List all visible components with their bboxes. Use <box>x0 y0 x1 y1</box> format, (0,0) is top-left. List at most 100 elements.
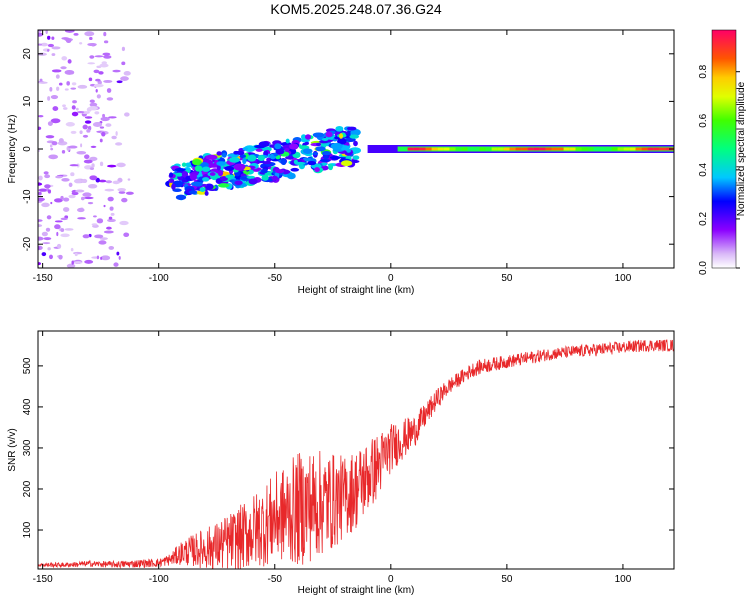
spectrogram-scatter-blob <box>216 164 221 171</box>
spectrogram-noise-blob <box>48 154 59 160</box>
carrier-line-core <box>497 147 504 151</box>
spectrogram-noise-blob <box>82 234 90 239</box>
spectrogram-noise-blob <box>52 106 59 112</box>
spectrogram-scatter-blob <box>243 145 256 153</box>
spectrogram-scatter-blob <box>248 178 258 185</box>
snr-ytick-label: 200 <box>22 480 33 497</box>
spectrogram-noise-blob <box>108 216 113 220</box>
spectrogram-noise-blob <box>121 61 126 66</box>
snr-y-label: SNR (v/v) <box>7 428 18 471</box>
spectrogram-noise-blob <box>108 116 117 119</box>
carrier-line-core <box>473 147 480 151</box>
spectrogram-scatter-blob <box>288 143 299 150</box>
spectrogram-noise-blob <box>75 107 79 111</box>
spec-ytick-label: -10 <box>22 189 33 204</box>
spectrogram-noise-blob <box>103 230 114 234</box>
spectrogram-noise-blob <box>107 164 117 168</box>
spectrogram-noise-blob <box>41 231 48 237</box>
spectrogram-x-ticks: -150 -100 -50 0 50 100 <box>33 30 632 284</box>
spectrogram-noise-blob <box>47 121 53 126</box>
spec-xtick-label: 0 <box>388 273 394 284</box>
spectrogram-scatter-blob <box>275 169 285 174</box>
spectrogram-noise-blob <box>56 231 59 237</box>
spectrogram-noise-blob <box>84 31 95 37</box>
spectrogram-noise-blob <box>72 100 77 104</box>
spectrogram-scatter-blob <box>329 156 342 160</box>
spectrogram-noise-blob <box>38 43 43 46</box>
spectrogram-scatter-blob <box>321 137 329 141</box>
spectrogram-marks <box>38 30 674 268</box>
spectrogram-noise-blob <box>38 188 48 192</box>
carrier-line-core <box>617 147 624 151</box>
spectrogram-noise-blob <box>113 262 119 267</box>
spectrogram-noise-blob <box>87 42 97 47</box>
spectrogram-noise-blob <box>73 33 79 36</box>
spectrogram-noise-blob <box>116 162 126 168</box>
snr-plot-area <box>38 331 674 569</box>
spectrogram-noise-blob <box>47 35 51 40</box>
spectrogram-scatter-blob <box>202 177 210 182</box>
spectrogram-noise-blob <box>70 130 77 134</box>
spectrogram-noise-blob <box>101 61 108 65</box>
spectrogram-noise-blob <box>115 131 118 136</box>
spectrogram-scatter-blob <box>189 173 198 181</box>
spectrogram-noise-blob <box>77 217 86 220</box>
spectrogram-noise-blob <box>105 180 113 184</box>
spectrogram-scatter-blob <box>319 140 329 144</box>
spectrogram-noise-blob <box>119 220 129 226</box>
spectrogram-noise-blob <box>96 255 100 260</box>
spectrogram-noise-blob <box>82 134 89 138</box>
spectrogram-noise-blob <box>110 212 115 216</box>
spectrogram-noise-blob <box>74 252 78 257</box>
spectrogram-scatter-blob <box>225 174 235 179</box>
spectrogram-noise-blob <box>41 202 50 208</box>
spectrogram-noise-blob <box>104 188 115 192</box>
carrier-line-core <box>563 147 570 151</box>
spectrogram-noise-blob <box>103 55 112 59</box>
spectrogram-noise-blob <box>55 74 60 79</box>
spec-ytick-label: 10 <box>22 95 33 107</box>
spectrogram-noise-blob <box>43 237 52 241</box>
spectrogram-noise-blob <box>96 94 101 99</box>
spectrogram-noise-blob <box>45 135 55 139</box>
spectrogram-noise-blob <box>77 207 85 213</box>
carrier-line-core <box>443 147 450 151</box>
spectrogram-noise-blob <box>102 52 111 56</box>
spectrogram-noise-blob <box>109 206 114 211</box>
spectrogram-scatter-blob <box>206 159 214 165</box>
spectrogram-noise-blob <box>64 69 75 75</box>
spectrogram-scatter-blob <box>209 172 216 176</box>
spectrogram-noise-blob <box>99 126 105 129</box>
spectrogram-noise-blob <box>112 69 121 73</box>
carrier-line-core <box>521 147 528 151</box>
spectrogram-scatter-blob <box>328 163 334 171</box>
spectrogram-noise-blob <box>55 175 63 179</box>
spectrogram-noise-blob <box>58 254 63 260</box>
spectrogram-scatter-blob <box>257 155 265 161</box>
spectrogram-noise-blob <box>50 94 59 100</box>
spectrogram-noise-blob <box>89 99 95 103</box>
spectrogram-noise-blob <box>92 121 103 127</box>
carrier-line-core <box>635 147 642 151</box>
snr-xtick-label: 0 <box>388 574 394 585</box>
spectrogram-scatter-blob <box>216 151 222 156</box>
spectrogram-noise-blob <box>83 159 93 164</box>
spectrogram-noise-blob <box>43 171 49 175</box>
spectrogram-noise-blob <box>93 83 104 88</box>
spectrogram-scatter-blob <box>321 151 331 156</box>
spectrogram-noise-blob <box>39 78 43 82</box>
spectrogram-scatter-blob <box>174 168 186 172</box>
spectrogram-scatter-blob <box>205 154 218 160</box>
spec-xtick-label: 50 <box>501 273 513 284</box>
spectrogram-noise-blob <box>67 59 72 64</box>
spectrogram-noise-blob <box>60 66 67 70</box>
spectrogram-scatter-blob <box>239 154 247 159</box>
spectrogram-noise-blob <box>98 179 107 183</box>
spec-xtick-label: -100 <box>149 273 169 284</box>
spectrogram-scatter-blob <box>234 180 243 185</box>
spectrogram-scatter-blob <box>302 148 313 155</box>
spectrogram-noise-blob <box>51 36 55 40</box>
spectrogram-noise-blob <box>45 227 51 232</box>
carrier-line-core <box>593 147 600 151</box>
spectrogram-noise-blob <box>70 247 74 252</box>
